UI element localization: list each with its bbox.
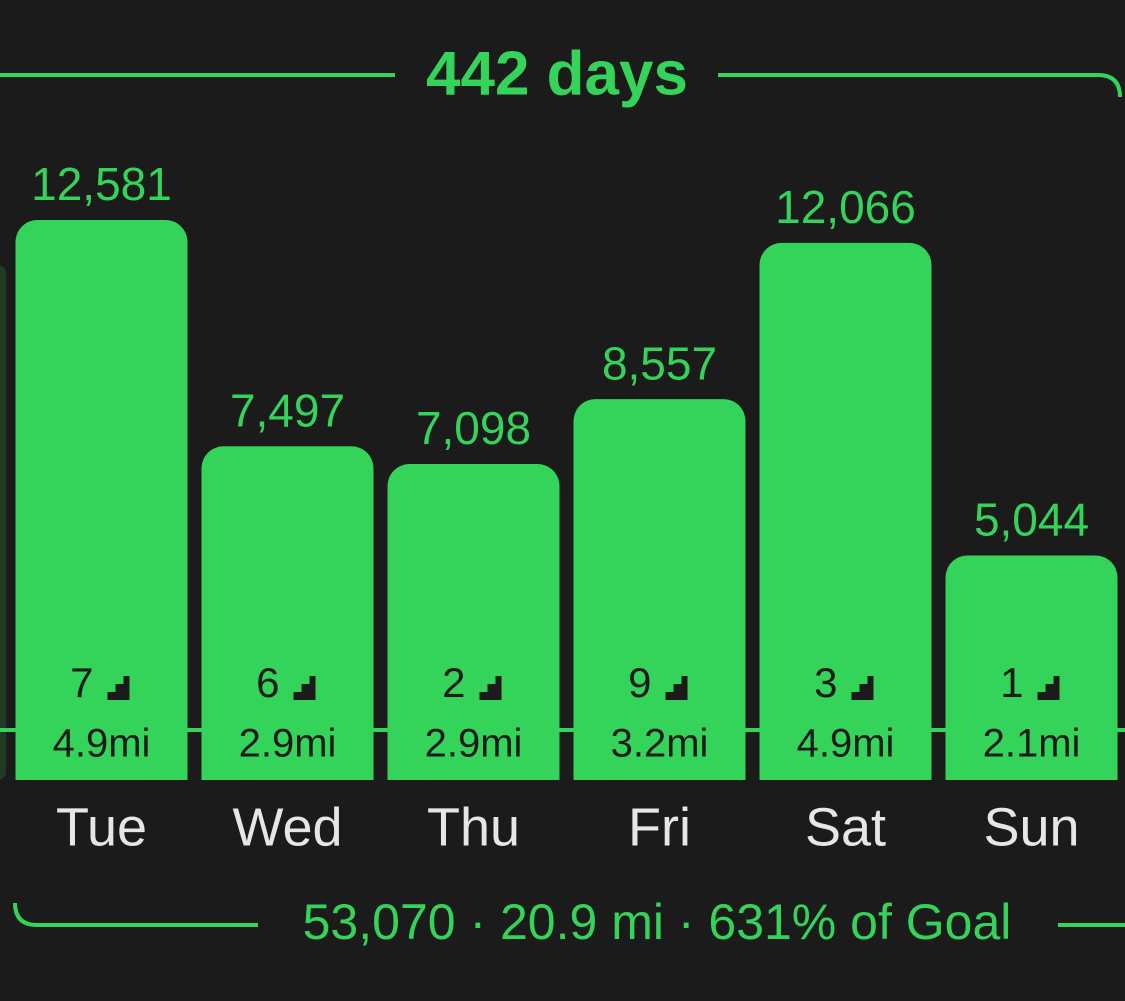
value-label: 12,066	[775, 181, 916, 233]
bar-base	[945, 756, 1118, 780]
bars: 12,581 7 4.9mi Tue 7,497 6 2.9mi Wed 7,098 2 2.9mi…	[15, 158, 1118, 857]
flights-label: 9	[628, 659, 651, 706]
flights-label: 7	[70, 659, 93, 706]
stairs-icon	[99, 676, 130, 700]
previous-bar-edge	[0, 265, 6, 780]
bar	[759, 242, 932, 780]
x-tick-label: Wed	[232, 797, 342, 857]
bar-base	[573, 756, 746, 780]
bar	[201, 446, 374, 780]
bar	[945, 555, 1118, 780]
bar	[15, 220, 188, 780]
stairs-icon	[843, 676, 874, 700]
flights-label: 1	[1000, 659, 1023, 706]
summary: 53,070 · 20.9 mi · 631% of Goal	[303, 894, 1012, 950]
bar-base	[201, 756, 374, 780]
x-tick-label: Thu	[427, 797, 520, 857]
distance-label: 4.9mi	[53, 722, 151, 766]
value-label: 7,497	[230, 384, 345, 436]
distance-label: 3.2mi	[611, 722, 709, 766]
x-tick-label: Fri	[628, 797, 691, 857]
value-label: 7,098	[416, 402, 531, 454]
bar-base	[759, 756, 932, 780]
bottom-bracket	[13, 902, 1125, 927]
flights-label: 6	[256, 659, 279, 706]
x-tick-label: Tue	[56, 797, 147, 857]
value-label: 8,557	[602, 337, 717, 389]
bar	[387, 464, 560, 780]
chart-title: 442 days	[426, 39, 688, 108]
flights-label: 3	[814, 659, 837, 706]
flights-label: 2	[442, 659, 465, 706]
stairs-icon	[471, 676, 502, 700]
distance-label: 2.1mi	[983, 722, 1081, 766]
bar-base	[15, 756, 188, 780]
stairs-icon	[285, 676, 316, 700]
value-label: 12,581	[31, 158, 172, 210]
distance-label: 4.9mi	[797, 722, 895, 766]
stairs-icon	[657, 676, 688, 700]
distance-label: 2.9mi	[239, 722, 337, 766]
x-tick-label: Sat	[805, 797, 886, 857]
bar	[573, 399, 746, 780]
x-tick-label: Sun	[983, 797, 1079, 857]
bar-base	[387, 756, 560, 780]
distance-label: 2.9mi	[425, 722, 523, 766]
value-label: 5,044	[974, 494, 1089, 546]
stairs-icon	[1029, 676, 1060, 700]
top-bracket	[0, 73, 1122, 98]
